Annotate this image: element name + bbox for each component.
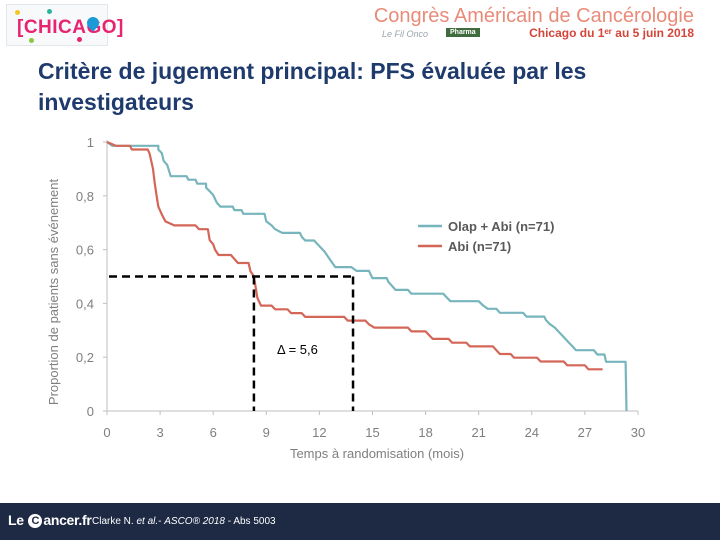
citation-conf: ASCO® 2018	[164, 516, 225, 527]
x-tick-label: 21	[471, 425, 485, 440]
chicago-logo: [CHICAGO]	[6, 4, 123, 46]
confetti-dot	[15, 10, 20, 15]
logo-part2: ancer.fr	[43, 512, 92, 528]
citation-sep: -	[158, 516, 165, 527]
x-axis-label: Temps à randomisation (mois)	[290, 446, 464, 461]
x-tick-label: 18	[418, 425, 432, 440]
x-tick-label: 12	[312, 425, 326, 440]
y-tick-labels: 0 0,2 0,4 0,6 0,8 1	[76, 135, 94, 419]
delta-annotation: Δ = 5,6	[277, 342, 318, 357]
x-tick-label: 15	[365, 425, 379, 440]
series-line-1	[106, 141, 628, 412]
series-lines	[106, 140, 628, 412]
x-tick-label: 24	[525, 425, 539, 440]
pharma-badge: Pharma	[446, 28, 480, 37]
y-tick-label: 0,8	[76, 189, 94, 204]
y-tick-label: 0,2	[76, 350, 94, 365]
confetti-dot	[29, 38, 34, 43]
y-tick-label: 0	[87, 404, 94, 419]
y-axis-label: Proportion de patients sans événement	[46, 179, 61, 406]
x-tick-label: 9	[263, 425, 270, 440]
y-tick-label: 0,6	[76, 243, 94, 258]
logo-c-icon: C	[28, 514, 43, 529]
median-guides	[109, 275, 355, 411]
citation-etal: et al.	[136, 516, 159, 527]
citation: Clarke N. et al.- ASCO® 2018 - Abs 5003	[92, 516, 276, 527]
x-tick-labels: 0 3 6 9 12 15 18 21 24 27 30	[103, 425, 645, 440]
axis-ticks	[103, 141, 639, 415]
slide-title: Critère de jugement principal: PFS évalu…	[38, 58, 587, 115]
x-tick-label: 27	[578, 425, 592, 440]
citation-authors: Clarke N.	[92, 516, 137, 527]
series-line-2	[106, 140, 603, 371]
conference-title: Congrès Américain de Cancérologie	[373, 5, 694, 27]
x-tick-label: 3	[156, 425, 163, 440]
brand-text: Le Fil Onco	[382, 29, 429, 39]
citation-abs: - Abs 5003	[224, 516, 276, 527]
legend-label: Olap + Abi (n=71)	[448, 219, 554, 234]
confetti-dot	[77, 37, 82, 42]
y-tick-label: 1	[87, 135, 94, 150]
header: [CHICAGO] Congrès Américain de Cancérolo…	[0, 0, 720, 48]
confetti-dot	[47, 9, 52, 14]
y-tick-label: 0,4	[76, 296, 94, 311]
x-tick-label: 30	[631, 425, 645, 440]
conference-dates: Chicago du 1ᵉʳ au 5 juin 2018	[529, 26, 694, 40]
pfs-kaplan-meier-chart: 0 0,2 0,4 0,6 0,8 1 0 3 6 9 12 15 18 21 24 27 30 Propor…	[46, 135, 645, 461]
logo-part1: Le	[8, 512, 28, 528]
legend-label: Abi (n=71)	[448, 239, 511, 254]
x-tick-label: 0	[103, 425, 110, 440]
x-tick-label: 6	[210, 425, 217, 440]
legend: Olap + Abi (n=71) Abi (n=71)	[418, 219, 554, 254]
